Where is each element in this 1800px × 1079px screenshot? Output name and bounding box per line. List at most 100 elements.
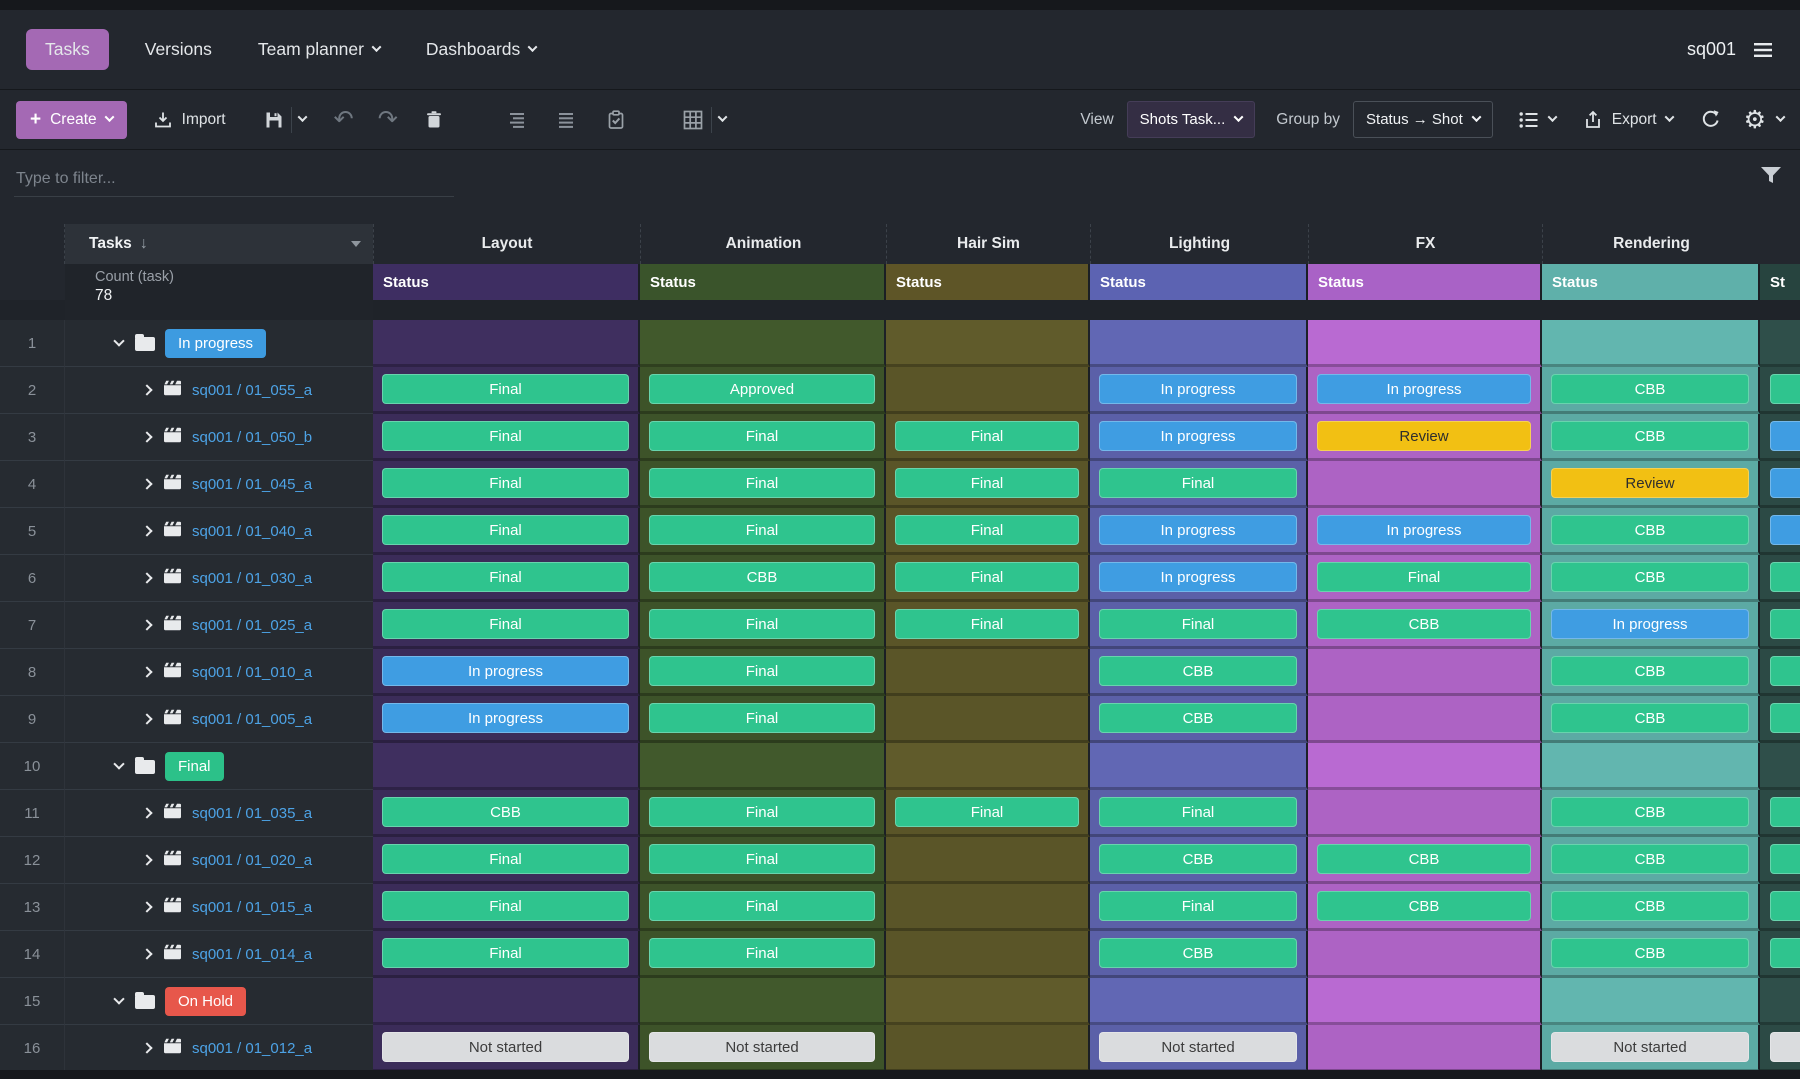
expand-chevron-icon[interactable] xyxy=(141,807,153,819)
status-field-header[interactable]: Status xyxy=(1308,264,1542,300)
partial-status-cell[interactable] xyxy=(1760,884,1800,931)
status-pill[interactable]: Final xyxy=(1099,797,1297,827)
status-pill[interactable] xyxy=(1770,797,1800,827)
status-cell[interactable]: Final xyxy=(1090,790,1308,837)
status-cell[interactable] xyxy=(886,367,1090,414)
status-pill[interactable]: Final xyxy=(649,421,875,451)
expand-chevron-icon[interactable] xyxy=(141,948,153,960)
status-pill[interactable]: CBB xyxy=(1551,797,1749,827)
shot-link[interactable]: sq001 / 01_025_a xyxy=(192,616,313,634)
status-pill[interactable]: In progress xyxy=(382,703,629,733)
status-pill[interactable]: Not started xyxy=(649,1032,875,1062)
status-cell[interactable]: CBB xyxy=(1542,508,1760,555)
status-cell[interactable]: Final xyxy=(640,461,886,508)
status-cell[interactable]: CBB xyxy=(1542,837,1760,884)
status-pill[interactable]: Review xyxy=(1317,421,1531,451)
status-cell[interactable]: Final xyxy=(886,414,1090,461)
status-pill[interactable]: Final xyxy=(382,609,629,639)
partial-status-cell[interactable] xyxy=(1760,743,1800,790)
status-cell[interactable]: Final xyxy=(373,461,640,508)
create-button[interactable]: + Create xyxy=(16,100,127,139)
status-pill[interactable]: Final xyxy=(649,844,875,874)
status-cell[interactable] xyxy=(373,978,640,1025)
status-pill[interactable]: CBB xyxy=(1099,844,1297,874)
partial-status-cell[interactable] xyxy=(1760,696,1800,743)
hamburger-menu-icon[interactable] xyxy=(1752,41,1774,59)
expand-chevron-icon[interactable] xyxy=(141,431,153,443)
justify-lines-icon[interactable] xyxy=(556,110,576,130)
import-button[interactable]: Import xyxy=(153,110,226,130)
status-cell[interactable]: CBB xyxy=(1542,790,1760,837)
status-pill[interactable]: CBB xyxy=(1551,374,1749,404)
status-cell[interactable] xyxy=(373,320,640,367)
expand-chevron-icon[interactable] xyxy=(141,713,153,725)
expand-chevron-icon[interactable] xyxy=(141,572,153,584)
status-cell[interactable]: CBB xyxy=(1542,555,1760,602)
status-pill[interactable]: CBB xyxy=(1551,656,1749,686)
status-cell[interactable]: CBB xyxy=(1090,696,1308,743)
partial-status-cell[interactable] xyxy=(1760,602,1800,649)
nav-tab-dashboards[interactable]: Dashboards xyxy=(426,39,538,60)
status-cell[interactable]: Approved xyxy=(640,367,886,414)
tasks-column-header[interactable]: Tasks ↓ xyxy=(65,224,373,264)
status-cell[interactable] xyxy=(886,1025,1090,1072)
status-cell[interactable]: CBB xyxy=(1308,884,1542,931)
trash-icon[interactable] xyxy=(424,110,444,130)
status-cell[interactable]: Final xyxy=(373,837,640,884)
clipboard-check-icon[interactable] xyxy=(606,109,626,130)
refresh-icon[interactable] xyxy=(1700,109,1721,130)
status-cell[interactable] xyxy=(1542,320,1760,367)
status-cell[interactable]: CBB xyxy=(1542,884,1760,931)
status-cell[interactable]: Final xyxy=(640,508,886,555)
status-cell[interactable] xyxy=(1308,696,1542,743)
gear-icon[interactable]: ⚙ xyxy=(1743,105,1766,134)
status-cell[interactable] xyxy=(1308,320,1542,367)
status-cell[interactable]: Final xyxy=(640,649,886,696)
status-pill[interactable] xyxy=(1770,609,1800,639)
status-cell[interactable]: Final xyxy=(373,884,640,931)
status-pill[interactable] xyxy=(1770,656,1800,686)
status-cell[interactable]: CBB xyxy=(640,555,886,602)
indent-right-icon[interactable] xyxy=(506,110,526,130)
status-pill[interactable]: Final xyxy=(649,703,875,733)
status-pill[interactable]: CBB xyxy=(1551,421,1749,451)
status-cell[interactable] xyxy=(886,320,1090,367)
status-cell[interactable]: CBB xyxy=(1308,837,1542,884)
status-pill[interactable]: Final xyxy=(649,938,875,968)
status-pill[interactable]: Final xyxy=(895,609,1079,639)
status-cell[interactable]: CBB xyxy=(1542,931,1760,978)
shot-link[interactable]: sq001 / 01_010_a xyxy=(192,663,313,681)
status-cell[interactable] xyxy=(886,978,1090,1025)
group-by-dropdown[interactable]: Status → Shot xyxy=(1353,101,1493,138)
table-grid-icon[interactable] xyxy=(682,109,704,131)
status-cell[interactable]: Final xyxy=(640,931,886,978)
expand-chevron-icon[interactable] xyxy=(141,619,153,631)
status-cell[interactable]: Final xyxy=(640,790,886,837)
status-cell[interactable]: Final xyxy=(373,602,640,649)
group-status-badge[interactable]: Final xyxy=(165,751,224,781)
status-pill[interactable]: CBB xyxy=(1099,938,1297,968)
status-pill[interactable]: Final xyxy=(895,797,1079,827)
status-field-header[interactable]: Status xyxy=(1090,264,1308,300)
status-cell[interactable]: CBB xyxy=(1542,696,1760,743)
status-cell[interactable]: Final xyxy=(886,508,1090,555)
status-pill[interactable]: Final xyxy=(382,938,629,968)
status-pill[interactable]: CBB xyxy=(1551,891,1749,921)
status-cell[interactable] xyxy=(1308,931,1542,978)
expand-chevron-icon[interactable] xyxy=(141,384,153,396)
status-pill[interactable]: CBB xyxy=(649,562,875,592)
pipeline-step-header[interactable]: Hair Sim xyxy=(886,224,1090,264)
status-cell[interactable]: CBB xyxy=(1542,649,1760,696)
group-status-badge[interactable]: On Hold xyxy=(165,986,247,1016)
status-cell[interactable]: CBB xyxy=(1090,837,1308,884)
status-cell[interactable]: In progress xyxy=(1542,602,1760,649)
status-pill[interactable]: CBB xyxy=(382,797,629,827)
status-pill[interactable]: CBB xyxy=(1099,703,1297,733)
undo-icon[interactable]: ↶ xyxy=(333,105,354,133)
status-pill[interactable]: Final xyxy=(895,515,1079,545)
shot-link[interactable]: sq001 / 01_055_a xyxy=(192,381,313,399)
shot-link[interactable]: sq001 / 01_014_a xyxy=(192,945,313,963)
shot-link[interactable]: sq001 / 01_050_b xyxy=(192,428,313,446)
status-pill[interactable]: Not started xyxy=(1551,1032,1749,1062)
status-pill[interactable] xyxy=(1770,421,1800,451)
